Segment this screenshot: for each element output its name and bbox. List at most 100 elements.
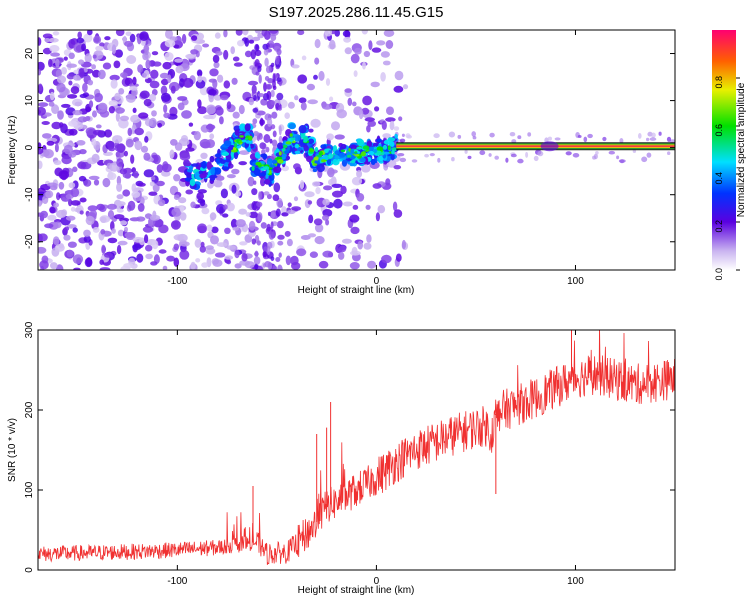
spectrogram-cell: [66, 224, 77, 229]
spectrogram-cell: [328, 178, 336, 186]
spectrogram-cell: [244, 137, 249, 141]
spectrogram-cell: [145, 59, 151, 70]
spectrogram-cell: [238, 104, 245, 115]
spectrogram-cell: [215, 106, 224, 116]
spectrogram-cell: [92, 226, 100, 233]
spectrogram-cell: [321, 103, 333, 110]
spectrogram-cell: [67, 94, 78, 99]
spectrogram-cell: [209, 68, 219, 77]
spectrogram-cell: [380, 72, 386, 82]
spectrogram-cell: [179, 152, 191, 161]
spectrogram-cell: [49, 206, 56, 214]
spectrogram-cell: [222, 213, 229, 218]
spectrogram-cell: [148, 191, 158, 196]
snr-frame: [37, 329, 676, 571]
spectrogram-cell: [120, 220, 128, 226]
spectrogram-cell: [233, 151, 239, 160]
spectrogram-cell: [281, 212, 289, 217]
spectrogram-cell: [54, 244, 65, 252]
spectrogram-cell: [85, 257, 92, 267]
spectrogram-cell: [517, 158, 524, 164]
spectrogram-cell: [79, 149, 87, 155]
spectrogram-cell: [324, 148, 329, 153]
spectrogram-cell: [221, 166, 229, 171]
spectrogram-cell: [464, 149, 468, 154]
spectrogram-cell: [214, 153, 222, 158]
spectrogram-cell: [479, 150, 486, 156]
spectrogram-cell: [382, 60, 391, 66]
spectrogram-cell: [139, 31, 149, 41]
spectrogram-cell: [223, 30, 228, 38]
spectrogram-cell: [241, 139, 247, 143]
spectrogram-cell: [195, 79, 206, 89]
spectrogram-cell: [349, 214, 360, 223]
spectrogram-cell: [401, 133, 405, 137]
spectrogram-cell: [47, 214, 57, 221]
spectrogram-cell: [272, 194, 280, 202]
spectrogram-cell: [322, 209, 333, 217]
spectrogram-cell: [95, 45, 104, 52]
spectrogram-cell: [260, 153, 266, 158]
spectrogram-cell: [619, 138, 624, 144]
spectrogram-cell: [116, 158, 124, 167]
spectrogram-cell: [202, 43, 210, 48]
spectrogram-cell: [130, 154, 135, 164]
spectrogram-cell: [270, 124, 276, 130]
spectrogram-cell: [216, 203, 226, 214]
spectrogram-cell: [107, 210, 115, 220]
spectrogram-cell: [102, 62, 112, 70]
spectrogram-cell: [119, 115, 129, 122]
spectrogram-cell: [509, 132, 516, 137]
spectrogram-cell: [325, 78, 331, 86]
spectrogram-cell: [334, 30, 340, 37]
spectrogram-cell: [38, 246, 47, 254]
spectrogram-cell: [253, 256, 261, 265]
spectrogram-cell: [258, 191, 262, 201]
spectrogram-cell: [394, 133, 398, 139]
spectrogram-cell: [225, 158, 231, 163]
spectrogram-cell: [88, 175, 100, 180]
spectrogram-cell: [161, 170, 171, 177]
spectrogram-cell: [237, 40, 245, 47]
spectrogram-cell: [97, 102, 108, 113]
spectrogram-cell: [253, 95, 257, 101]
spectrogram-cell: [221, 151, 230, 156]
spectrogram-cell: [190, 261, 196, 270]
spectrogram-cell: [322, 214, 329, 221]
spectrogram-cell: [338, 245, 347, 253]
spectrogram-cell: [124, 226, 128, 233]
spectrogram-cell: [370, 81, 380, 88]
spectrogram-cell: [390, 153, 395, 161]
spectrogram-cell: [125, 31, 132, 37]
spectrogram-cell: [125, 138, 134, 148]
spectrogram-cell: [565, 151, 572, 156]
spectrogram-cell: [48, 37, 59, 43]
spectrogram-cell: [107, 237, 118, 244]
spectrogram-cell: [393, 209, 403, 218]
spectrogram-cell: [38, 69, 42, 76]
spectrogram-cell: [257, 65, 262, 73]
spectrogram-cell: [48, 58, 53, 68]
spectrogram-cell: [125, 232, 136, 240]
spectrogram-cell: [278, 135, 283, 144]
spectrogram-cell: [361, 107, 370, 115]
spectrogram-cell: [140, 145, 149, 153]
y-tick-label: 100: [24, 481, 35, 498]
spectrogram-cell: [100, 229, 106, 235]
spectrogram-cell: [393, 165, 402, 170]
spectrogram-cell: [120, 265, 131, 270]
spectrogram-cell: [296, 248, 307, 257]
spectrogram-cell: [533, 155, 539, 162]
spectrogram-cell: [144, 234, 149, 244]
spectrogram-x-label: Height of straight line (km): [298, 285, 415, 296]
spectrogram-cell: [197, 99, 202, 109]
x-tick-label: 0: [374, 576, 380, 587]
spectrogram-cell: [179, 205, 185, 213]
spectrogram-cell: [251, 36, 261, 42]
spectrogram-cell: [331, 183, 343, 188]
colorbar-ticks: 0.0 0.2 0.4 0.6 0.8: [714, 76, 740, 281]
spectrogram-cell: [224, 140, 232, 147]
spectrogram-cell: [223, 80, 231, 89]
spectrogram-cell: [251, 238, 256, 245]
colorbar-tick-label: 0.8: [714, 76, 724, 89]
